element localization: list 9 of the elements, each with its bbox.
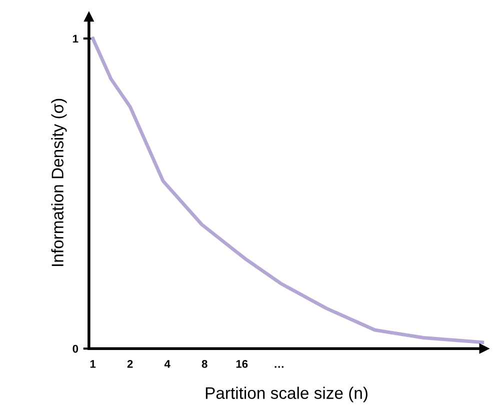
y-axis-title: Information Density (σ)	[51, 98, 67, 266]
x-tick-label: 2	[127, 360, 133, 368]
x-axis-title: Partition scale size (n)	[206, 386, 368, 402]
x-tick-label: 8	[202, 360, 208, 368]
y-tick-label: 0	[72, 344, 78, 353]
x-tick-label: …	[274, 366, 284, 368]
x-tick-label: 1	[90, 360, 96, 368]
x-tick-label: 16	[236, 360, 248, 368]
x-tick-label: 4	[164, 360, 170, 368]
